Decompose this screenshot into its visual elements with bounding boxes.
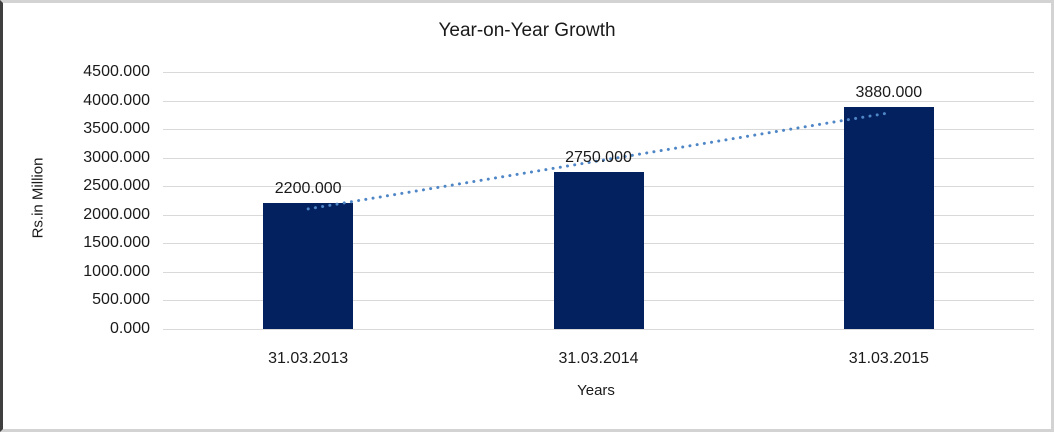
y-tick-label: 4500.000 bbox=[83, 63, 150, 80]
y-tick-label: 2500.000 bbox=[83, 177, 150, 195]
bar-value-label: 2750.000 bbox=[565, 148, 632, 166]
y-tick-label: 3500.000 bbox=[83, 120, 150, 138]
gridline bbox=[163, 100, 1034, 102]
gridline bbox=[163, 72, 1034, 73]
y-tick-label: 1000.000 bbox=[83, 262, 150, 280]
y-tick-label: 0.000 bbox=[109, 320, 150, 337]
bar bbox=[263, 203, 354, 329]
bar-value-label: 3880.000 bbox=[855, 84, 923, 102]
x-category-label: 31.03.2014 bbox=[558, 350, 639, 367]
y-axis-title: Rs.in Million bbox=[29, 157, 47, 239]
x-category-label: 31.03.2015 bbox=[848, 350, 929, 367]
gridline bbox=[163, 329, 1034, 330]
y-tick-label: 3000.000 bbox=[83, 148, 150, 166]
bar bbox=[553, 171, 644, 329]
x-axis-title: Years bbox=[577, 382, 615, 399]
y-tick-label: 4000.000 bbox=[83, 91, 150, 109]
y-tick-label: 2000.000 bbox=[83, 205, 150, 223]
y-tick-label: 500.000 bbox=[92, 291, 150, 309]
y-tick-label: 1500.000 bbox=[83, 234, 150, 252]
bar-value-label: 2200.000 bbox=[274, 180, 342, 198]
chart-title: Year-on-Year Growth bbox=[438, 20, 616, 41]
x-category-label: 31.03.2013 bbox=[268, 350, 349, 367]
bar bbox=[843, 107, 934, 329]
